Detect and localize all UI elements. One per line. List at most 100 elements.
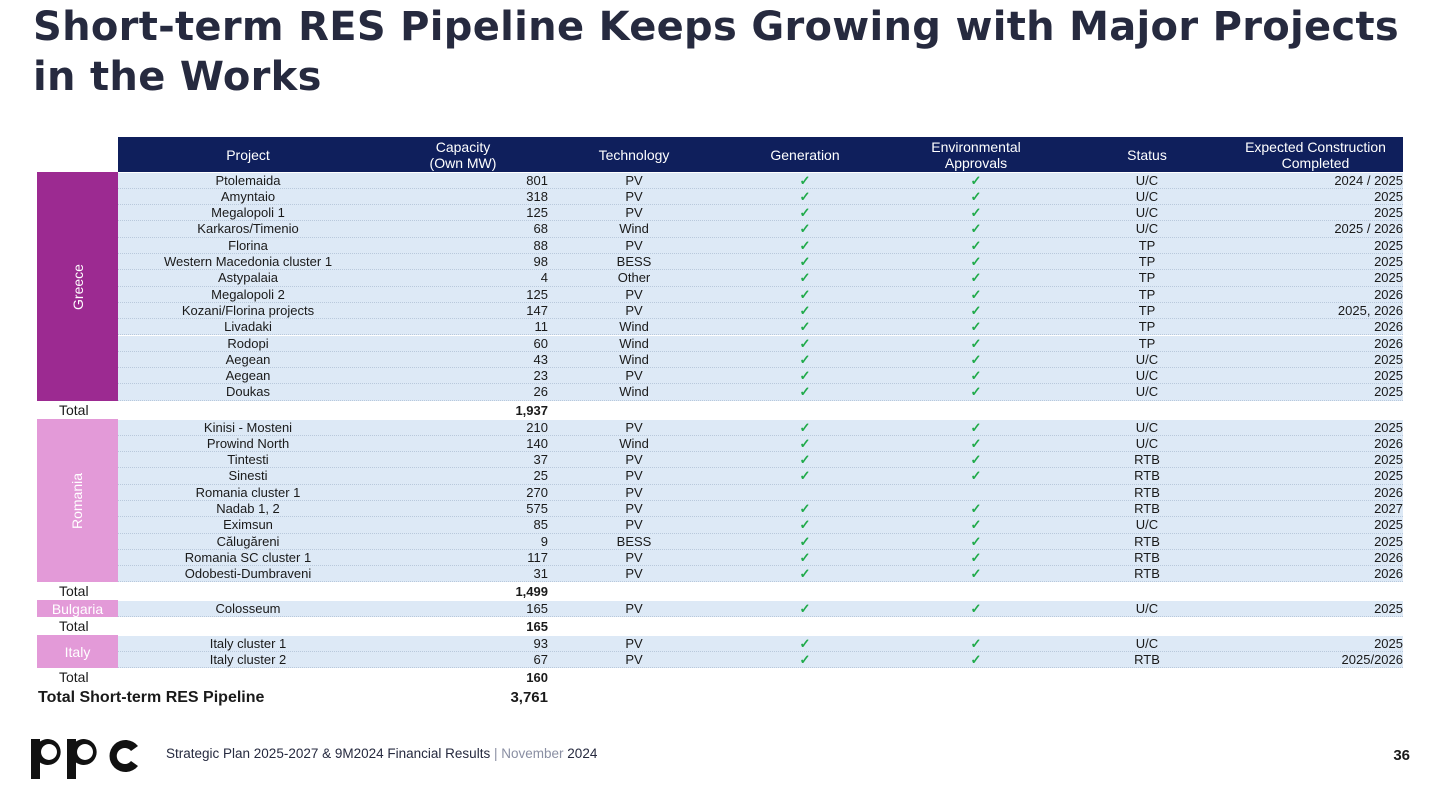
environmental-check: ✓ [970, 549, 982, 565]
capacity-cell: 117 [527, 549, 548, 565]
technology-cell: PV [625, 237, 643, 253]
technology-cell: PV [625, 452, 643, 468]
table-row: Tintesti 37 PV ✓ ✓ RTB 2025 [118, 452, 1403, 469]
project-cell: Amyntaio [220, 188, 276, 204]
status-cell: RTB [1134, 484, 1160, 500]
table-row: Aegean 43 Wind ✓ ✓ U/C 2025 [118, 351, 1403, 369]
capacity-cell: 93 [533, 635, 548, 651]
country-italy: Italy [37, 635, 118, 668]
environmental-check: ✓ [970, 254, 982, 269]
environmental-check: ✓ [970, 452, 982, 468]
status-cell: RTB [1134, 501, 1160, 516]
project-cell: Aegean [225, 351, 271, 367]
country-label-greece: Greece [69, 263, 86, 310]
expected-cell: 2025 / 2026 [1334, 221, 1403, 237]
header-capacity: Capacity (Own MW) [429, 138, 497, 171]
expected-cell: 2025 [1374, 600, 1403, 616]
generation-check: ✓ [799, 651, 811, 667]
status-cell: U/C [1135, 435, 1159, 451]
status-cell: U/C [1135, 517, 1159, 533]
technology-cell: Other [617, 270, 651, 286]
capacity-cell: 25 [533, 468, 548, 484]
expected-cell: 2025, 2026 [1337, 302, 1403, 318]
environmental-check: ✓ [970, 335, 982, 351]
status-cell: U/C [1135, 351, 1159, 367]
table-row: Sinesti 25 PV ✓ ✓ RTB 2025 [118, 468, 1403, 485]
status-cell: U/C [1135, 205, 1159, 221]
capacity-cell: 125 [526, 286, 548, 302]
total-label: Total [59, 618, 89, 634]
environmental-check: ✓ [970, 237, 982, 253]
table-row: Megalopoli 1 125 PV ✓ ✓ U/C 2025 [118, 205, 1403, 222]
status-cell: TP [1138, 270, 1156, 286]
project-cell: Kozani/Florina projects [181, 302, 315, 318]
expected-cell: 2026 [1374, 549, 1403, 565]
environmental-check: ✓ [970, 368, 982, 384]
technology-cell: PV [625, 286, 643, 302]
status-cell: TP [1138, 237, 1156, 253]
project-cell: Astypalaia [218, 270, 278, 286]
technology-cell: PV [625, 635, 643, 651]
total-value-italy: 160 [526, 670, 548, 685]
capacity-cell: 85 [533, 517, 548, 533]
status-cell: U/C [1135, 172, 1159, 188]
footer-month: November [501, 746, 564, 761]
table-row: Florina 88 PV ✓ ✓ TP 2025 [118, 237, 1403, 254]
generation-check: ✓ [799, 452, 811, 468]
header-status: Status [1127, 146, 1167, 163]
technology-cell: PV [625, 188, 643, 204]
table-row: Prowind North 140 Wind ✓ ✓ U/C 2026 [118, 435, 1403, 453]
expected-cell: 2026 [1374, 484, 1403, 500]
footer-year: 2024 [567, 746, 598, 761]
status-cell: RTB [1134, 651, 1160, 667]
capacity-cell: 210 [526, 419, 548, 435]
expected-cell: 2025 [1374, 237, 1403, 253]
project-cell: Livadaki [224, 319, 272, 335]
technology-cell: PV [625, 600, 643, 616]
capacity-cell: 140 [526, 435, 548, 451]
capacity-cell: 68 [533, 221, 548, 237]
table-row: Eximsun 85 PV ✓ ✓ U/C 2025 [118, 517, 1403, 534]
environmental-check: ✓ [970, 635, 982, 651]
footer: Strategic Plan 2025-2027 & 9M2024 Financ… [166, 746, 597, 761]
status-cell: TP [1138, 254, 1156, 269]
project-cell: Aegean [225, 368, 271, 384]
grand-total-value: 3,761 [510, 689, 548, 706]
status-cell: TP [1138, 286, 1156, 302]
status-cell: U/C [1135, 221, 1159, 237]
expected-cell: 2024 / 2025 [1334, 172, 1403, 188]
project-cell: Doukas [225, 384, 271, 400]
header-environmental-approvals: Environmental Approvals [931, 138, 1021, 171]
environmental-check: ✓ [970, 188, 982, 204]
project-cell: Kinisi - Mosteni [203, 419, 293, 435]
generation-check: ✓ [799, 172, 811, 188]
technology-cell: PV [625, 368, 643, 384]
generation-check [730, 485, 880, 501]
expected-cell: 2025 [1374, 452, 1403, 468]
table-row: Livadaki 11 Wind ✓ ✓ TP 2026 [118, 319, 1403, 336]
environmental-check: ✓ [970, 384, 982, 400]
total-label: Total [59, 583, 89, 599]
table-row: Italy cluster 1 93 PV ✓ ✓ U/C 2025 [118, 635, 1403, 652]
expected-cell: 2025 [1374, 254, 1403, 269]
expected-cell: 2025 [1374, 533, 1403, 549]
status-cell: TP [1138, 302, 1156, 318]
total-row-bulgaria: Total 165 [37, 618, 557, 635]
expected-cell: 2025 [1374, 351, 1403, 367]
technology-cell: BESS [616, 254, 652, 269]
technology-cell: Wind [619, 351, 649, 367]
total-row-italy: Total 160 [37, 669, 557, 686]
generation-check: ✓ [799, 384, 811, 400]
table-row: Ptolemaida 801 PV ✓ ✓ U/C 2024 / 2025 [118, 172, 1403, 189]
total-row-romania: Total 1,499 [37, 583, 557, 600]
table-row: Romania cluster 1 270 PV RTB 2026 [118, 484, 1403, 501]
status-cell: U/C [1135, 384, 1159, 400]
expected-cell: 2025 [1374, 368, 1403, 384]
technology-cell: PV [625, 302, 643, 318]
expected-cell: 2025 [1374, 468, 1403, 484]
expected-cell: 2026 [1374, 286, 1403, 302]
generation-check: ✓ [799, 549, 811, 565]
environmental-check: ✓ [970, 468, 982, 484]
table-row: Nadab 1, 2 575 PV ✓ ✓ RTB 2027 [118, 501, 1403, 518]
status-cell: U/C [1135, 419, 1159, 435]
